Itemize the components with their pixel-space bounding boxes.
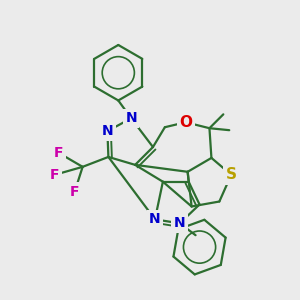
Text: S: S [226,167,237,182]
Text: N: N [125,111,137,125]
Text: F: F [50,168,60,182]
Text: F: F [54,146,64,160]
Text: N: N [174,216,185,230]
Text: N: N [102,124,113,138]
Text: O: O [179,115,192,130]
Text: F: F [70,184,80,199]
Text: N: N [149,212,161,226]
